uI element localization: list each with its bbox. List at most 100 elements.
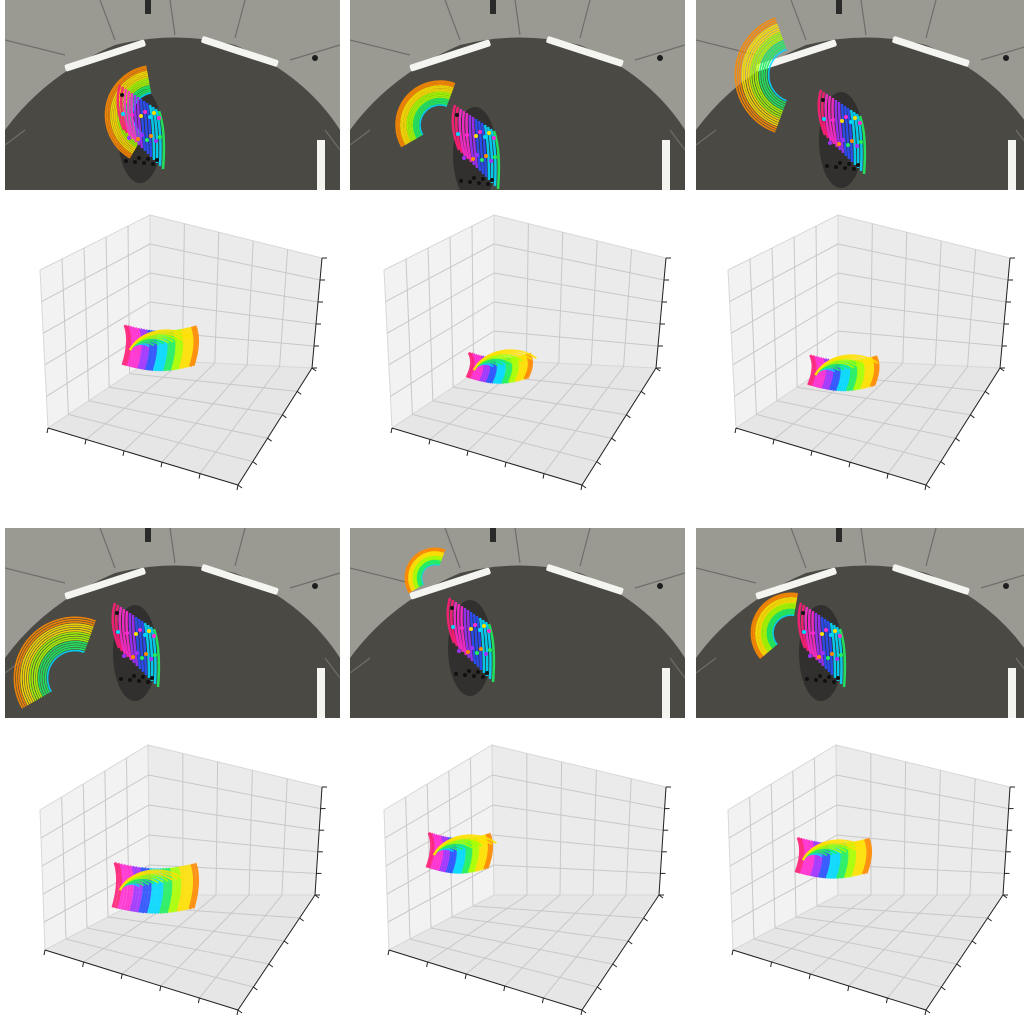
y-tick: [628, 941, 632, 944]
camera-mount: [145, 0, 151, 14]
camera-mount: [490, 528, 496, 542]
capture-photo-3: [696, 0, 1024, 190]
y-tick: [626, 415, 630, 418]
capture-photo-5-svg: [350, 528, 685, 718]
x-tick: [581, 485, 582, 490]
joint-marker: [457, 649, 461, 653]
x-tick: [85, 439, 86, 444]
x-tick: [925, 1010, 926, 1015]
x-tick: [732, 950, 733, 955]
capture-photo-4: [5, 528, 340, 718]
camera-mount: [490, 0, 496, 14]
joint-marker: [856, 163, 860, 167]
joint-marker: [132, 674, 136, 678]
trajectory-plot-1-svg: [0, 200, 336, 500]
joint-marker: [487, 131, 491, 135]
ceiling-light: [662, 668, 670, 718]
joint-marker: [115, 611, 119, 615]
joint-marker: [136, 137, 140, 141]
joint-marker: [853, 116, 857, 120]
joint-marker: [124, 159, 128, 163]
joint-marker: [473, 623, 477, 627]
joint-marker: [481, 675, 485, 679]
joint-marker: [116, 630, 120, 634]
x-tick: [465, 974, 466, 979]
x-tick: [123, 451, 124, 456]
joint-marker: [831, 118, 835, 122]
joint-marker: [134, 632, 138, 636]
joint-marker: [832, 680, 836, 684]
capture-photo-6: [696, 528, 1024, 718]
capture-photo-2-svg: [350, 0, 685, 190]
x-tick: [121, 974, 122, 979]
trajectory-plot-2: [344, 200, 680, 500]
joint-marker: [147, 629, 151, 633]
y-tick: [253, 987, 257, 990]
x-tick: [848, 986, 849, 991]
joint-marker: [811, 631, 815, 635]
y-tick: [612, 438, 616, 441]
joint-marker: [818, 674, 822, 678]
joint-marker: [455, 113, 459, 117]
joint-marker: [802, 630, 806, 634]
joint-marker: [141, 675, 145, 679]
joint-marker: [151, 162, 155, 166]
y-tick: [941, 987, 945, 990]
capture-photo-1-svg: [5, 0, 340, 190]
y-tick: [956, 438, 960, 441]
x-tick: [237, 1010, 238, 1015]
joint-marker: [125, 631, 129, 635]
capture-photo-4-svg: [5, 528, 340, 718]
joint-marker: [821, 98, 825, 102]
joint-marker: [824, 628, 828, 632]
joint-marker: [138, 628, 142, 632]
joint-marker: [153, 653, 157, 657]
x-tick: [429, 439, 430, 444]
trajectory-plot-2-svg: [344, 200, 680, 500]
joint-marker: [846, 143, 850, 147]
joint-marker: [850, 139, 854, 143]
trajectory-plot-3-svg: [688, 200, 1024, 500]
joint-marker: [466, 650, 470, 654]
y-tick: [641, 391, 645, 394]
x-tick: [467, 451, 468, 456]
trajectory-plot-6-svg: [688, 725, 1024, 1015]
x-tick: [735, 428, 736, 433]
y-tick: [238, 1010, 242, 1013]
ceiling-light: [662, 140, 670, 190]
x-tick: [161, 462, 162, 467]
joint-marker: [478, 628, 482, 632]
joint-marker: [822, 117, 826, 121]
joint-marker: [465, 133, 469, 137]
joint-marker: [821, 651, 825, 655]
joint-marker: [817, 655, 821, 659]
joint-marker: [493, 155, 497, 159]
joint-marker: [158, 135, 162, 139]
camera-mount: [836, 0, 842, 14]
joint-marker: [139, 114, 143, 118]
joint-marker: [137, 156, 141, 160]
joint-marker: [143, 110, 147, 114]
joint-marker: [459, 179, 463, 183]
capture-photo-1: [5, 0, 340, 190]
joint-marker: [488, 648, 492, 652]
joint-marker: [128, 678, 132, 682]
ceiling-light: [317, 140, 325, 190]
y-tick: [988, 918, 992, 921]
joint-marker: [122, 654, 126, 658]
trajectory-plot-3: [688, 200, 1024, 500]
ceiling-light: [317, 668, 325, 718]
joint-marker: [479, 647, 483, 651]
trajectory-plot-6: [688, 725, 1024, 1025]
y-tick: [957, 964, 961, 967]
x-tick: [44, 950, 45, 955]
joint-marker: [483, 135, 487, 139]
joint-marker: [454, 672, 458, 676]
joint-marker: [490, 178, 494, 182]
joint-marker: [142, 161, 146, 165]
joint-marker: [841, 138, 845, 142]
x-tick: [47, 428, 48, 433]
camera-dot: [657, 55, 663, 61]
joint-marker: [827, 675, 831, 679]
joint-marker: [489, 159, 493, 163]
